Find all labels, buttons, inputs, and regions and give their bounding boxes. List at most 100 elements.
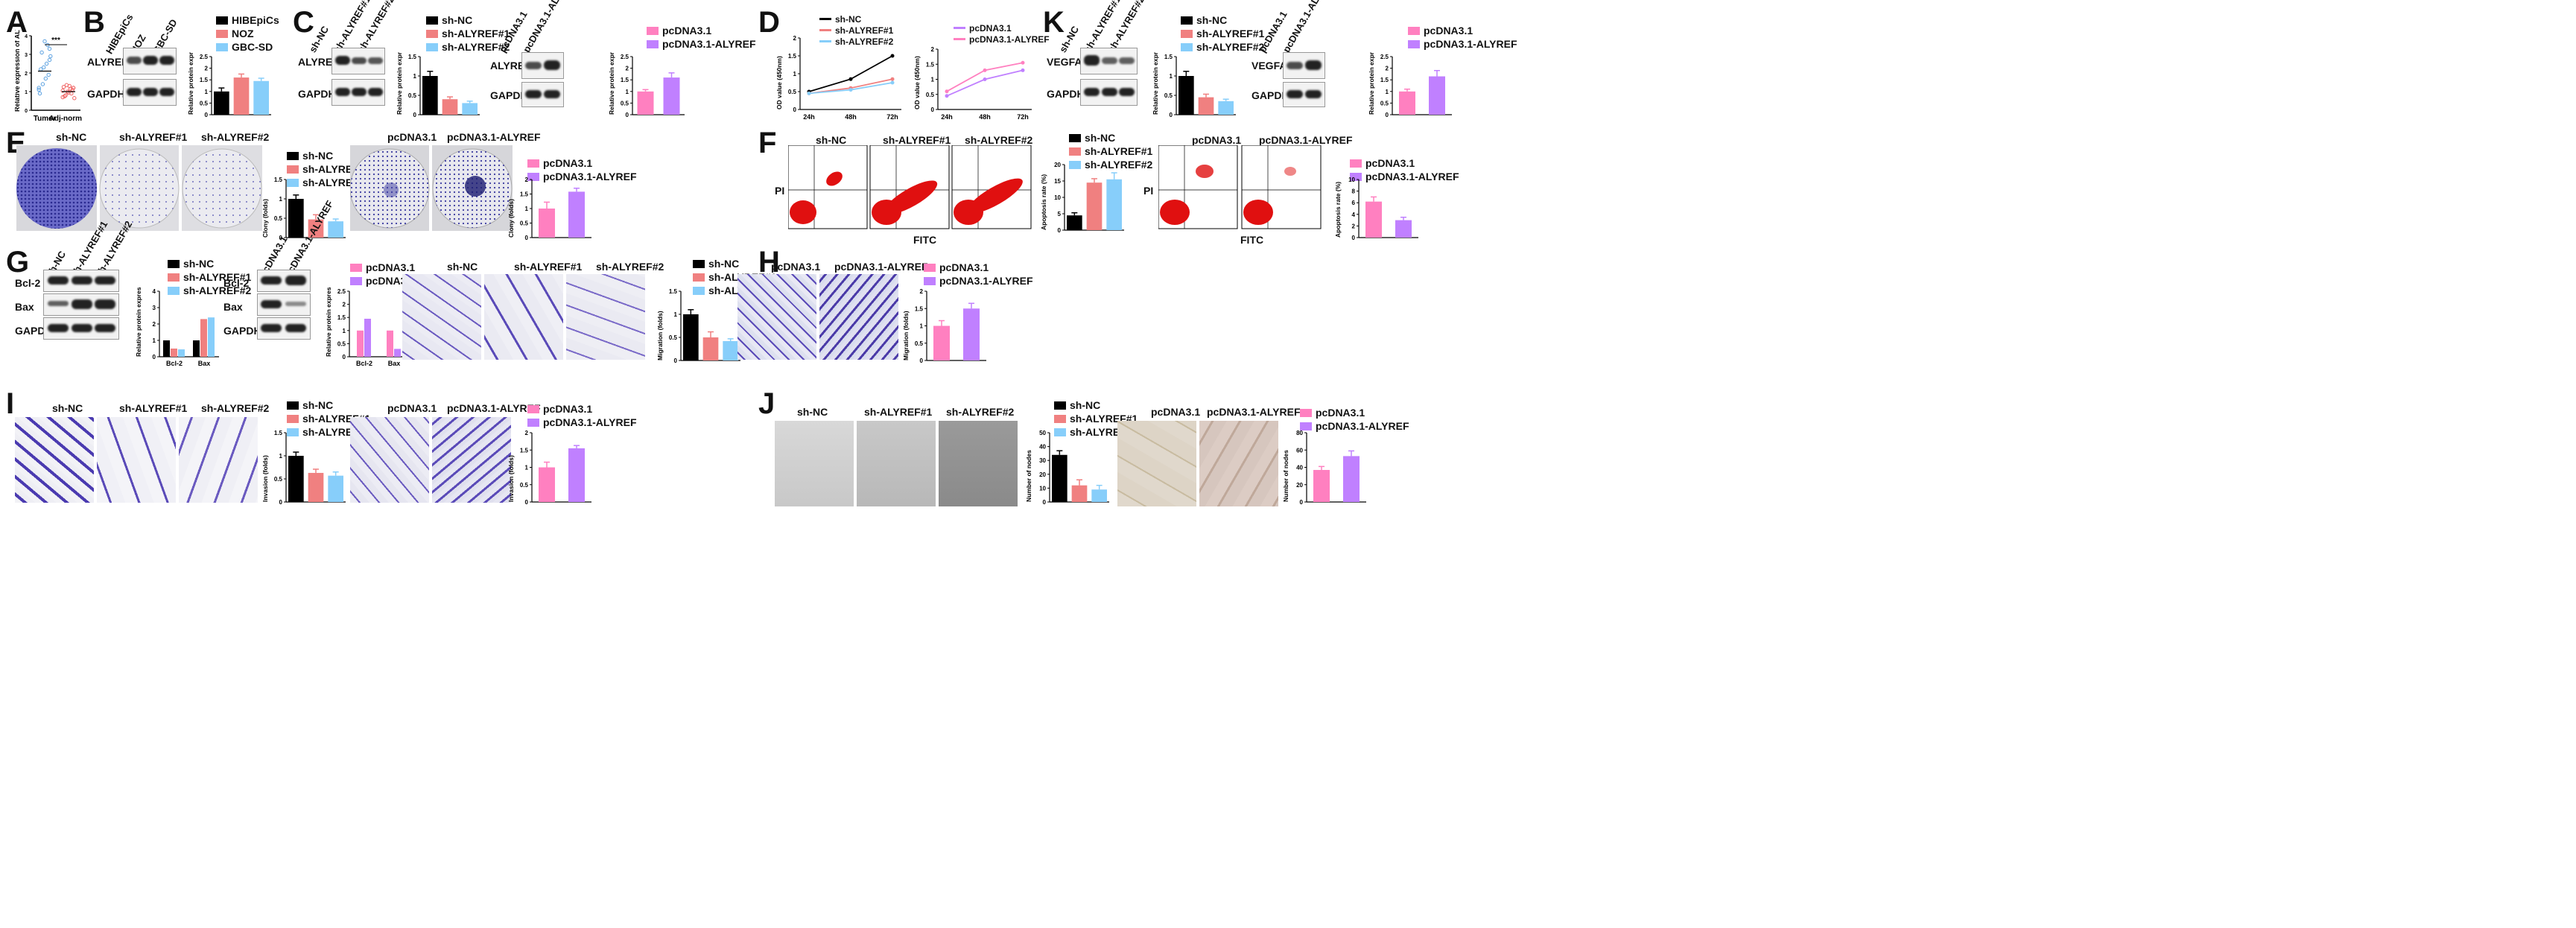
y-tick-label: 4	[25, 34, 28, 39]
bar-sh-NC	[1067, 215, 1082, 230]
series-line-pcDNA3.1	[946, 69, 1024, 97]
panel-c-oe-row-alyref: ALYREF	[490, 60, 531, 71]
y-axis-label: Relative protein expression of VEGFA	[1152, 52, 1159, 115]
legend-item: sh-NC	[1085, 132, 1116, 144]
y-axis-label: Migration (folds)	[902, 311, 910, 360]
panel-a-scatter-plot: 0 1 2 3 4 *** Tumor Adj-normal Relative expr…	[15, 30, 82, 123]
y-tick-label: 1	[525, 465, 529, 471]
bar-pcDNA3.1	[1313, 469, 1330, 502]
legend-item: pcDNA3.1	[366, 261, 416, 273]
data-point	[37, 91, 42, 96]
y-tick-label: 0	[279, 499, 283, 506]
y-tick-label: 0.5	[337, 340, 346, 347]
y-tick-label: 0	[1386, 112, 1389, 118]
panel-c-legend-kd: sh-NC sh-ALYREF#1 sh-ALYREF#2	[426, 13, 510, 54]
panel-k-row-vegfa: VEGFA	[1047, 56, 1082, 68]
legend-item: sh-NC	[1070, 399, 1101, 411]
panel-c-blot-alyref	[331, 48, 385, 74]
panel-b-bar-chart: 0 0.5 1 1.5 2 2.5 Relative protein expression …	[187, 52, 271, 118]
panel-k-kd-bar-chart: 0 0.5 1 1.5 Relative protein expression of V…	[1152, 52, 1236, 118]
legend-item: sh-ALYREF#1	[1085, 145, 1153, 157]
y-tick-label: 0	[920, 357, 924, 364]
bar-pcDNA3.1	[637, 91, 654, 115]
data-point	[66, 90, 71, 95]
data-point	[46, 72, 51, 77]
panel-g-oe-bar-chart: 0 0.5 1 1.5 2 2.5 Relative protein expression B…	[325, 287, 409, 367]
panel-b-row-gapdh: GAPDH	[87, 88, 125, 100]
y-tick-label: 3	[25, 53, 28, 58]
y-axis-label: OD value (450nm)	[775, 56, 783, 109]
bar-sh-ALYREF#1	[1071, 485, 1088, 502]
panel-f-title-pcdna: pcDNA3.1	[1192, 134, 1242, 146]
panel-k-lane-pcdna-alyref: pcDNA3.1-ALYREF	[1281, 0, 1334, 54]
point-sh-ALYREF#2	[848, 88, 853, 92]
legend-item: pcDNA3.1	[543, 157, 593, 169]
y-tick-label: 0	[626, 112, 629, 118]
bar-pcDNA3.1	[1399, 91, 1415, 115]
y-tick-label: 1.5	[621, 77, 629, 83]
y-tick-label: 2	[153, 321, 156, 328]
y-tick-label: 20	[1054, 162, 1061, 168]
y-tick-label: 1	[920, 323, 924, 330]
legend-item: sh-ALYREF#1	[442, 28, 510, 39]
x-tick-label: Bcl-2	[356, 360, 372, 367]
panel-f-title-sh2: sh-ALYREF#2	[965, 134, 1033, 146]
bar-sh-ALYREF#1-Bcl-2	[171, 349, 177, 357]
panel-c-oe-blot-alyref	[521, 52, 564, 79]
point-pcDNA3.1-ALYREF	[945, 89, 949, 94]
panel-f-title-sh1: sh-ALYREF#1	[883, 134, 951, 146]
panel-c-oe-blot-gapdh	[521, 82, 564, 107]
bar-GBC-SD	[253, 80, 269, 115]
bar-sh-NC	[422, 76, 438, 115]
data-point	[37, 86, 41, 90]
y-tick-label: 0	[1058, 227, 1062, 234]
legend-item: pcDNA3.1-ALYREF	[1316, 420, 1409, 432]
panel-e-kd-plates	[16, 145, 262, 231]
panel-k-oe-bar-chart: 0 0.5 1 1.5 2 2.5 Relative protein expression …	[1368, 52, 1452, 118]
y-tick-label: 1.5	[200, 77, 209, 83]
legend-item: sh-ALYREF#2	[1085, 159, 1153, 171]
legend-item: pcDNA3.1-ALYREF	[543, 171, 637, 182]
y-tick-label: 2	[931, 46, 935, 53]
panel-g-oe-blot-bcl2	[257, 270, 311, 292]
bar-sh-ALYREF#1-Bax	[200, 319, 207, 357]
panel-j-kd-bar-chart: 0 10 20 30 40 50 Number of nodes	[1025, 430, 1109, 506]
legend-item: NOZ	[232, 28, 254, 39]
panel-k-blot-vegfa	[1080, 48, 1138, 74]
panel-g-kd-bar-chart: 0 1 2 3 4 Relative protein expression Bcl-2 Bax	[135, 287, 219, 367]
y-tick-label: 15	[1054, 178, 1061, 185]
y-axis-label: Clony (folds)	[507, 199, 515, 238]
y-axis-label: Relative protein expression of ALYREF	[396, 52, 403, 115]
y-tick-label: 0.5	[1164, 92, 1173, 99]
bar-sh-ALYREF#2	[462, 103, 478, 115]
panel-letter-c: C	[293, 6, 314, 39]
legend-item: pcDNA3.1	[1316, 407, 1365, 419]
legend-item: sh-ALYREF#1	[835, 25, 894, 36]
y-tick-label: 1	[413, 73, 417, 80]
y-tick-label: 1	[626, 89, 629, 95]
y-tick-label: 80	[1296, 430, 1303, 436]
panel-e-oe-bar-chart: 0 0.5 1 1.5 2 Clony (folds)	[507, 177, 591, 241]
y-axis-label: Relative protein expression	[325, 287, 332, 357]
panel-letter-d: D	[758, 6, 780, 39]
point-sh-ALYREF#2	[890, 80, 895, 85]
bar-HIBEpiCs	[214, 91, 229, 115]
legend-item: pcDNA3.1	[543, 403, 593, 415]
bar-sh-ALYREF#1	[1198, 97, 1214, 115]
bar-pcDNA3.1-Bax	[387, 330, 393, 357]
x-tick-label: 72h	[1017, 113, 1029, 121]
panel-a-xlabel-tumor: Tumor	[34, 115, 56, 123]
panel-k-oe-row-vegfa: VEGFA	[1251, 60, 1287, 71]
panel-c-oe-bar-chart: 0 0.5 1 1.5 2 2.5 Relative protein expression …	[608, 52, 685, 118]
y-tick-label: 0.5	[274, 215, 283, 222]
y-tick-label: 1.5	[1164, 54, 1173, 60]
y-axis-label: Migration (folds)	[656, 311, 664, 360]
y-tick-label: 1.5	[788, 53, 797, 60]
panel-k-oe-blot-vegfa	[1283, 52, 1325, 79]
legend-item: pcDNA3.1-ALYREF	[1424, 38, 1517, 50]
panel-i-legend-oe: pcDNA3.1 pcDNA3.1-ALYREF	[527, 402, 637, 429]
panel-c-blot-gapdh	[331, 79, 385, 106]
panel-h-title-pcdna-alyref: pcDNA3.1-ALYREF	[834, 261, 928, 273]
bar-sh-ALYREF#2	[1218, 101, 1234, 115]
y-tick-label: 1	[674, 311, 678, 318]
